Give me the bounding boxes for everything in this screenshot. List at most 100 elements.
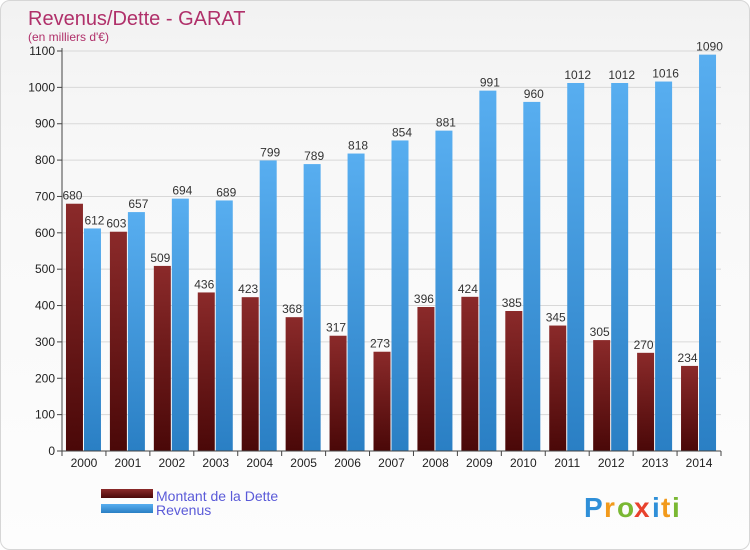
- chart-title: Revenus/Dette - GARAT: [28, 8, 245, 30]
- bar-revenus: [171, 198, 189, 451]
- x-tick-label: 2006: [334, 456, 361, 470]
- y-tick-label: 400: [35, 299, 55, 313]
- bar-dette: [153, 265, 171, 451]
- value-label-dette: 345: [546, 311, 566, 325]
- x-tick-label: 2001: [115, 456, 142, 470]
- value-label-revenus: 1090: [696, 40, 723, 54]
- bar-dette: [637, 352, 655, 451]
- bar-dette: [285, 317, 303, 451]
- bar-dette: [593, 340, 611, 451]
- bar-revenus: [479, 90, 497, 452]
- value-label-dette: 509: [150, 251, 170, 265]
- x-tick-label: 2007: [378, 456, 405, 470]
- logo-letter: P: [584, 492, 604, 523]
- y-tick-label: 700: [35, 189, 55, 203]
- bar-revenus: [699, 54, 717, 452]
- bar-dette: [241, 297, 259, 451]
- y-tick-label: 500: [35, 262, 55, 276]
- y-tick-label: 900: [35, 117, 55, 131]
- value-label-dette: 603: [106, 217, 126, 231]
- y-tick-label: 1100: [29, 44, 55, 58]
- bar-revenus: [435, 130, 453, 452]
- bar-dette: [461, 296, 479, 451]
- x-tick-label: 2011: [554, 456, 580, 470]
- bar-dette: [109, 231, 127, 451]
- legend-label-debt: Montant de la Dette: [156, 488, 278, 504]
- legend-swatch-revenus: [101, 504, 153, 513]
- bar-dette: [373, 351, 391, 451]
- value-label-dette: 396: [414, 292, 434, 306]
- value-label-dette: 368: [282, 302, 302, 316]
- value-label-dette: 270: [634, 338, 654, 352]
- bar-dette: [417, 307, 435, 451]
- y-tick-label: 1000: [28, 80, 55, 94]
- logo-letter: t: [661, 492, 671, 523]
- bar-revenus: [567, 83, 585, 451]
- bar-revenus: [303, 164, 321, 451]
- bar-revenus: [127, 212, 145, 451]
- y-tick-label: 300: [35, 335, 55, 349]
- logo-letter: i: [672, 492, 681, 523]
- bar-revenus: [259, 160, 277, 452]
- legend: Montant de la Dette Revenus: [101, 488, 278, 518]
- value-label-dette: 385: [502, 296, 522, 310]
- x-tick-label: 2009: [466, 456, 493, 470]
- value-label-revenus: 799: [260, 145, 280, 159]
- x-tick-label: 2014: [686, 456, 713, 470]
- legend-label-revenus: Revenus: [156, 502, 211, 518]
- value-label-revenus: 881: [436, 116, 456, 130]
- axes: [61, 48, 721, 452]
- bar-dette: [329, 335, 347, 451]
- value-label-revenus: 960: [524, 87, 544, 101]
- value-label-dette: 273: [370, 337, 390, 351]
- x-tick-label: 2004: [246, 456, 273, 470]
- chart-subtitle: (en milliers d'€): [28, 30, 109, 44]
- x-axis-ticks: 2000 2001 2002 2003 2004 2005 2006 2007 2008 2009…: [61, 451, 722, 470]
- value-label-revenus: 689: [216, 185, 236, 199]
- bar-revenus: [655, 81, 673, 451]
- y-tick-label: 100: [35, 408, 55, 422]
- value-label-dette: 436: [194, 277, 214, 291]
- bar-dette: [681, 365, 699, 451]
- logo-letter: i: [652, 492, 661, 523]
- x-tick-label: 2002: [158, 456, 185, 470]
- value-label-dette: 680: [62, 189, 82, 203]
- bar-revenus: [83, 228, 101, 451]
- bar-dette: [505, 311, 523, 451]
- value-label-revenus: 1012: [608, 68, 635, 82]
- value-label-dette: 424: [458, 282, 478, 296]
- bar-dette: [65, 203, 83, 451]
- y-axis-ticks: 0 100 200 300 400 500 600 700 800 900 1000 1100: [28, 44, 62, 458]
- bar-revenus: [523, 101, 541, 451]
- value-label-revenus: 991: [480, 76, 500, 90]
- x-tick-label: 2003: [202, 456, 229, 470]
- x-tick-label: 2005: [290, 456, 317, 470]
- bars: [65, 54, 717, 452]
- value-label-revenus: 694: [172, 184, 192, 198]
- value-label-revenus: 789: [304, 149, 324, 163]
- y-tick-label: 600: [35, 226, 55, 240]
- value-label-dette: 234: [678, 351, 698, 365]
- value-label-revenus: 818: [348, 139, 368, 153]
- x-tick-label: 2012: [598, 456, 625, 470]
- logo-letter: r: [604, 492, 616, 523]
- x-tick-label: 2013: [642, 456, 669, 470]
- value-label-dette: 423: [238, 282, 258, 296]
- logo-letter: o: [617, 492, 635, 523]
- bar-revenus: [215, 200, 233, 451]
- x-tick-label: 2000: [71, 456, 98, 470]
- value-label-dette: 305: [590, 325, 610, 339]
- value-label-dette: 317: [326, 321, 346, 335]
- logo-letter: x: [634, 492, 651, 523]
- value-label-revenus: 854: [392, 125, 412, 139]
- value-label-revenus: 1012: [564, 68, 591, 82]
- bar-dette: [549, 325, 567, 451]
- x-tick-label: 2008: [422, 456, 449, 470]
- bar-revenus: [391, 140, 409, 452]
- value-label-revenus: 612: [84, 213, 104, 227]
- x-tick-label: 2010: [510, 456, 537, 470]
